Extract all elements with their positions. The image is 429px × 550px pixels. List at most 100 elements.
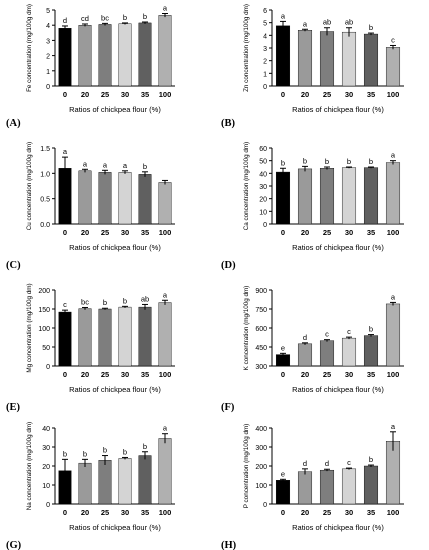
bar [363, 335, 379, 367]
x-axis-label: Ratios of chickpea flour (%) [292, 523, 384, 532]
x-tick-label: 20 [81, 228, 89, 237]
x-tick-label: 0 [281, 228, 285, 237]
y-tick-label: 300 [255, 364, 267, 371]
bar [341, 468, 357, 505]
y-axis-label: Na concentration (mg/100g dm) [26, 422, 33, 511]
x-tick-label: 20 [81, 90, 89, 99]
bar [275, 480, 291, 505]
significance-letter: d [63, 16, 67, 25]
x-tick-label: 35 [367, 228, 375, 237]
y-tick-label: 6 [263, 8, 267, 15]
x-tick-label: 30 [345, 508, 353, 517]
x-tick-label: 25 [101, 228, 109, 237]
x-tick-label: 100 [159, 228, 172, 237]
x-tick-label: 25 [323, 508, 331, 517]
bar [58, 311, 72, 367]
bar [275, 354, 291, 367]
x-tick-label: 25 [323, 90, 331, 99]
significance-letter: ab [323, 18, 331, 27]
significance-letter: c [347, 458, 351, 467]
significance-letter: b [103, 298, 107, 307]
y-tick-label: 10 [259, 209, 267, 216]
significance-letter: b [369, 325, 373, 334]
chart-panel: 0 1 2 3 4 5 Fe concentration (mg/100g dm) d 0 cd 2… [6, 3, 175, 129]
significance-letter: b [63, 449, 67, 458]
y-axis-label: Fe concentration (mg/100g dm) [26, 4, 33, 92]
bar [363, 167, 379, 225]
y-axis-label: Ca concentration (mg/100g dm) [243, 142, 250, 231]
chart-panel: 0 10 20 30 40 50 60 Ca concentration (mg/100g d… [221, 142, 404, 271]
bar [98, 460, 112, 505]
panel-letter: (D) [221, 260, 236, 271]
y-tick-label: 0 [263, 222, 267, 229]
bar [275, 171, 291, 225]
bar [78, 170, 92, 225]
x-tick-label: 35 [367, 90, 375, 99]
y-tick-label: 2 [46, 54, 50, 61]
x-tick-label: 30 [345, 228, 353, 237]
significance-letter: b [103, 446, 107, 455]
x-tick-label: 25 [101, 508, 109, 517]
bar [385, 47, 401, 87]
y-tick-label: 450 [255, 345, 267, 352]
bar [297, 471, 313, 505]
chart-panel: 0 10 20 30 40 Na concentration (mg/100g dm) b 0… [6, 422, 175, 550]
bar [78, 308, 92, 367]
bar [297, 168, 313, 225]
y-tick-label: 30 [259, 184, 267, 191]
bar [385, 162, 401, 225]
x-tick-label: 35 [367, 508, 375, 517]
x-tick-label: 35 [141, 370, 149, 379]
x-tick-label: 100 [159, 90, 172, 99]
x-axis-label: Ratios of chickpea flour (%) [69, 523, 161, 532]
x-tick-label: 25 [323, 370, 331, 379]
bar [319, 469, 335, 505]
x-axis-label: Ratios of chickpea flour (%) [69, 385, 161, 394]
bar [363, 465, 379, 505]
x-axis-label: Ratios of chickpea flour (%) [292, 243, 384, 252]
significance-letter: b [281, 158, 285, 167]
x-tick-label: 20 [301, 90, 309, 99]
y-tick-label: 5 [46, 8, 50, 15]
bar [138, 174, 152, 225]
y-tick-label: 0.0 [40, 222, 50, 229]
bar [118, 172, 132, 225]
bar [363, 33, 379, 87]
x-tick-label: 100 [387, 508, 400, 517]
bar [78, 462, 92, 505]
bar [297, 30, 313, 87]
y-tick-label: 0 [263, 502, 267, 509]
panel-letter: (B) [221, 118, 236, 129]
y-tick-label: 2 [263, 59, 267, 66]
y-tick-label: 30 [42, 445, 50, 452]
bar [297, 343, 313, 367]
y-tick-label: 40 [259, 171, 267, 178]
bar [138, 306, 152, 367]
y-tick-label: 5 [263, 21, 267, 28]
y-tick-label: 1 [46, 69, 50, 76]
bar [158, 438, 172, 505]
significance-letter: ab [141, 294, 149, 303]
panel-letter: (A) [6, 118, 21, 129]
y-tick-label: 10 [42, 483, 50, 490]
x-tick-label: 0 [281, 90, 285, 99]
panel-letter: (G) [6, 540, 22, 550]
x-tick-label: 0 [281, 370, 285, 379]
y-tick-label: 600 [255, 326, 267, 333]
y-tick-label: 50 [42, 345, 50, 352]
significance-letter: c [391, 35, 395, 44]
y-tick-label: 300 [255, 445, 267, 452]
y-tick-label: 20 [259, 197, 267, 204]
bar [138, 455, 152, 505]
bar [385, 303, 401, 367]
significance-letter: cd [81, 14, 89, 23]
y-tick-label: 50 [259, 159, 267, 166]
y-tick-label: 100 [38, 326, 50, 333]
significance-letter: a [303, 19, 308, 28]
y-tick-label: 4 [263, 33, 267, 40]
y-tick-label: 0 [263, 84, 267, 91]
y-tick-label: 0.5 [40, 197, 50, 204]
significance-letter: e [281, 343, 285, 352]
